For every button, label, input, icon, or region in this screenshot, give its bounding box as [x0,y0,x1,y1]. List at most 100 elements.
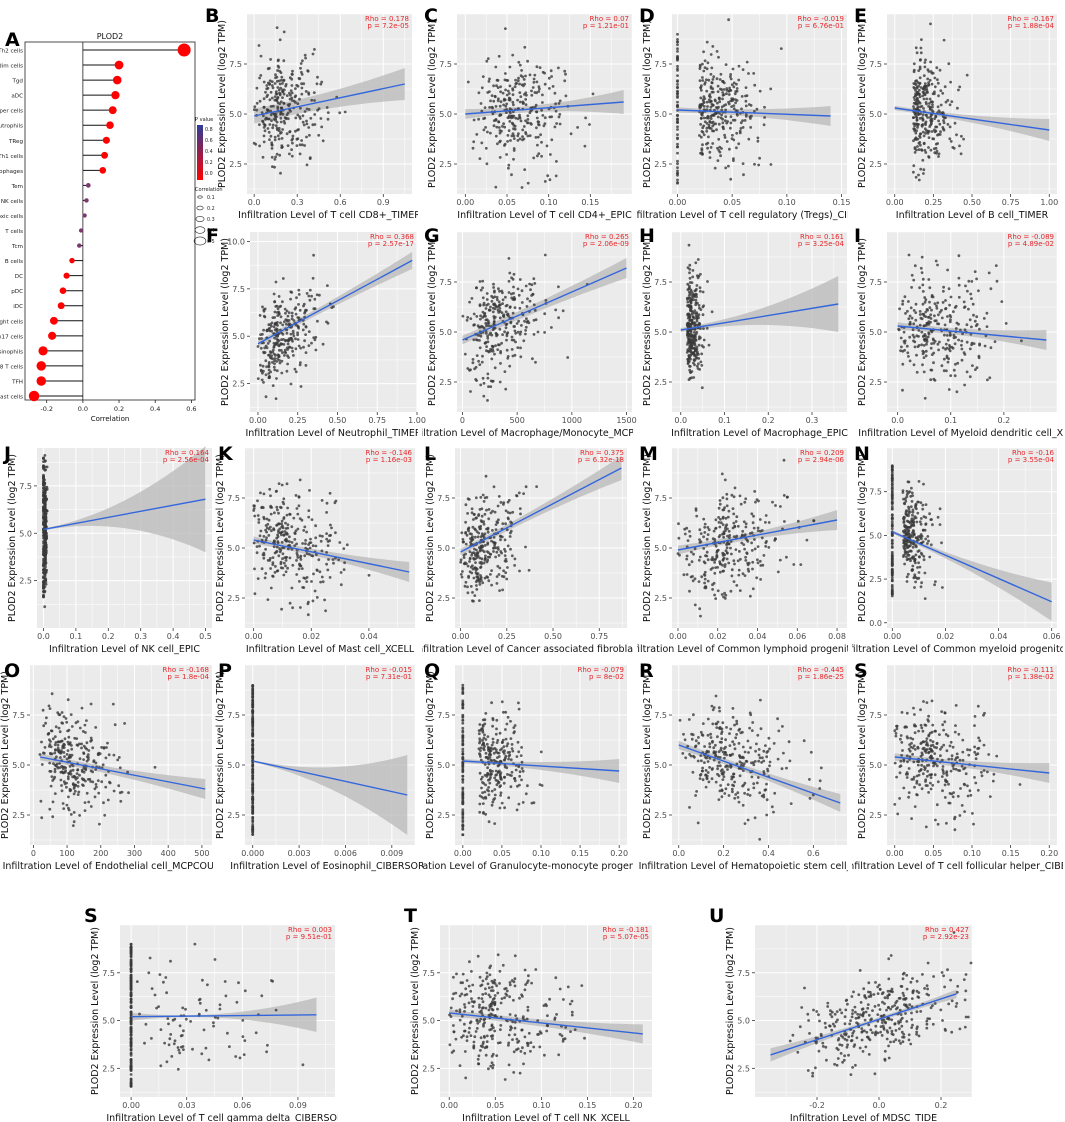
data-point [503,559,507,563]
data-point [713,166,717,170]
data-point [106,741,109,745]
rho-label: Rho = -0.019 [798,15,844,23]
data-point [918,323,922,327]
data-point [482,381,486,385]
data-point [718,570,722,574]
category-label: Th17 cells [0,334,23,340]
data-point [968,375,972,379]
data-point [750,549,754,552]
data-point [526,134,530,138]
data-point [742,543,746,546]
data-point [45,465,49,469]
data-point [273,300,277,303]
data-point [478,363,482,366]
data-point [270,155,274,159]
data-point [937,119,940,123]
data-point [890,589,894,593]
data-point [339,583,343,587]
data-point [287,311,291,315]
data-point [489,349,493,353]
data-point [919,585,923,589]
data-point [492,99,496,103]
data-point [263,123,267,127]
data-point [925,340,929,343]
data-point [45,485,49,489]
data-point [267,117,271,121]
data-point [510,296,514,300]
data-point [929,313,933,317]
data-point [514,78,517,82]
data-point [907,253,911,257]
data-point [266,93,269,97]
data-point [714,122,718,126]
data-point [459,558,463,562]
data-point [484,146,488,150]
data-point [921,507,925,511]
x-tick-label: 0.6 [334,198,347,207]
data-point [284,318,288,321]
data-point [729,589,733,593]
data-point [511,132,515,136]
data-point [922,334,926,338]
data-point [466,591,470,595]
data-point [986,378,989,382]
data-point [262,134,266,138]
data-point [495,550,499,554]
data-point [705,67,709,71]
data-point [253,105,257,109]
data-point [778,558,782,562]
data-point [486,542,489,546]
data-point [922,344,926,347]
data-point [497,554,501,557]
data-point [309,116,313,120]
data-point [705,40,709,44]
data-point [290,77,294,81]
lollipop-dot [82,213,87,218]
data-point [281,82,284,85]
data-point [921,158,925,162]
data-point [509,114,513,118]
data-point [295,296,298,300]
data-point [903,550,907,554]
data-point [762,123,766,127]
data-point [504,326,508,330]
data-point [707,135,710,139]
data-point [924,349,928,353]
data-point [721,563,724,567]
data-point [264,547,267,551]
data-point [266,127,270,130]
data-point [688,292,692,295]
data-point [917,178,921,182]
data-point [734,548,738,551]
data-point [485,332,488,335]
data-point [486,530,490,534]
data-point [277,529,280,533]
data-point [676,85,679,89]
data-point [919,46,923,50]
data-point [725,557,729,561]
data-point [493,94,497,98]
data-point [468,570,472,574]
data-point [263,576,267,580]
data-point [296,527,300,531]
data-point [270,141,274,145]
lollipop-dot [111,90,120,100]
data-point [320,575,324,579]
data-point [687,338,691,342]
data-point [280,607,283,611]
data-point [323,598,326,602]
data-point [774,504,777,507]
data-point [901,349,905,353]
data-point [912,62,916,66]
data-point [265,517,269,521]
data-point [528,73,532,77]
data-point [676,169,679,173]
data-point [265,87,269,91]
data-point [960,343,963,347]
data-point [714,566,717,569]
x-tick-label: 0.00 [669,632,687,641]
y-axis-title: PLOD2 Expression Level (log2 TPM) [427,238,438,406]
data-point [282,92,286,96]
